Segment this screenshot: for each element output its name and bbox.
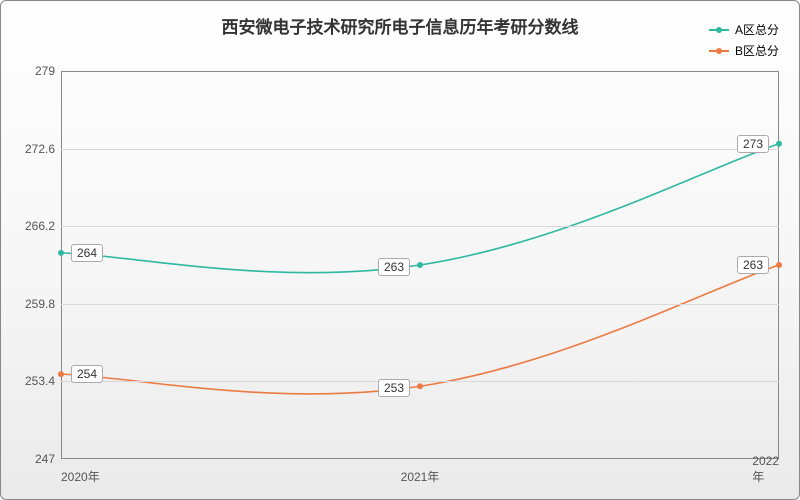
y-tick-label: 266.2 xyxy=(11,219,55,233)
y-tick-label: 279 xyxy=(11,64,55,78)
legend: A区总分 B区总分 xyxy=(709,21,779,63)
y-tick-label: 253.4 xyxy=(11,374,55,388)
y-tick-label: 247 xyxy=(11,452,55,466)
data-label: 253 xyxy=(378,379,410,397)
x-tick-label: 2020年 xyxy=(61,468,100,485)
chart-title: 西安微电子技术研究所电子信息历年考研分数线 xyxy=(1,13,799,38)
x-tick-label: 2021年 xyxy=(401,468,440,485)
data-label: 254 xyxy=(71,365,103,383)
data-label: 263 xyxy=(737,256,769,274)
data-label: 273 xyxy=(737,135,769,153)
grid-line xyxy=(61,304,779,305)
data-marker xyxy=(417,262,423,268)
data-marker xyxy=(58,250,64,256)
legend-label-b: B区总分 xyxy=(735,42,779,59)
y-tick-label: 272.6 xyxy=(11,142,55,156)
data-label: 263 xyxy=(378,258,410,276)
grid-line xyxy=(61,226,779,227)
data-marker xyxy=(776,141,782,147)
series-line xyxy=(61,265,779,394)
legend-item-a: A区总分 xyxy=(709,21,779,38)
legend-label-a: A区总分 xyxy=(735,21,779,38)
chart-container: 西安微电子技术研究所电子信息历年考研分数线 A区总分 B区总分 247253.4… xyxy=(0,0,800,500)
chart-lines xyxy=(61,71,779,459)
data-marker xyxy=(58,371,64,377)
data-label: 264 xyxy=(71,244,103,262)
series-line xyxy=(61,144,779,273)
grid-line xyxy=(61,149,779,150)
y-tick-label: 259.8 xyxy=(11,297,55,311)
data-marker xyxy=(776,262,782,268)
x-tick-label: 2022年 xyxy=(752,454,779,485)
plot-area: 247253.4259.8266.2272.62792020年2021年2022… xyxy=(61,71,779,459)
legend-swatch-b xyxy=(709,50,729,52)
legend-item-b: B区总分 xyxy=(709,42,779,59)
legend-swatch-a xyxy=(709,29,729,31)
data-marker xyxy=(417,383,423,389)
grid-line xyxy=(61,381,779,382)
